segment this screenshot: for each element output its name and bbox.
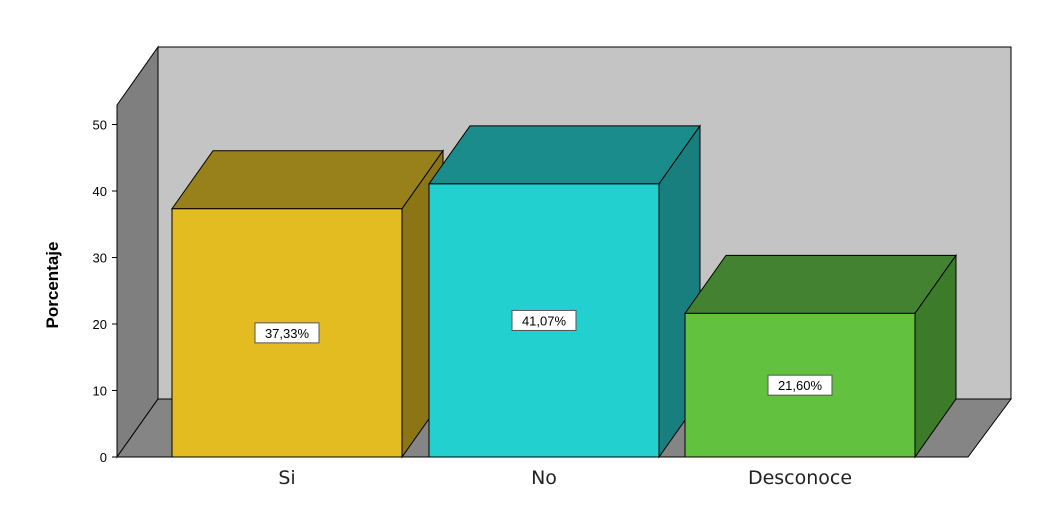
data-label-box [254, 322, 320, 344]
y-tick-label: 20 [93, 317, 107, 332]
y-tick-label: 50 [93, 118, 107, 133]
y-axis: 0 10 20 30 40 50 [93, 118, 117, 465]
data-label: 41,07% [522, 313, 567, 328]
x-axis: Si No Desconoce [278, 467, 852, 489]
y-axis-title: Porcentaje [43, 242, 62, 329]
data-label: 37,33% [265, 326, 310, 341]
bar-desconoce: 21,60% [684, 253, 957, 459]
bar-top [171, 150, 444, 210]
x-tick-label: Desconoce [748, 467, 852, 489]
y-tick-label: 30 [93, 251, 107, 266]
side-wall [116, 45, 159, 459]
y-tick-label: 10 [93, 384, 107, 399]
bar-top [684, 254, 957, 314]
x-tick-label: No [531, 467, 557, 489]
y-tick-label: 0 [100, 450, 107, 465]
data-label-box [511, 309, 577, 331]
y-tick-label: 40 [93, 184, 107, 199]
bar-top [428, 125, 701, 185]
bar-si: 37,33% [171, 149, 444, 459]
data-label: 21,60% [778, 378, 823, 393]
data-label-box [767, 374, 833, 396]
x-tick-label: Si [278, 467, 295, 489]
bars-group: 37,33% 41,07% 21,60% [171, 124, 957, 459]
bar-no: 41,07% [428, 124, 701, 459]
